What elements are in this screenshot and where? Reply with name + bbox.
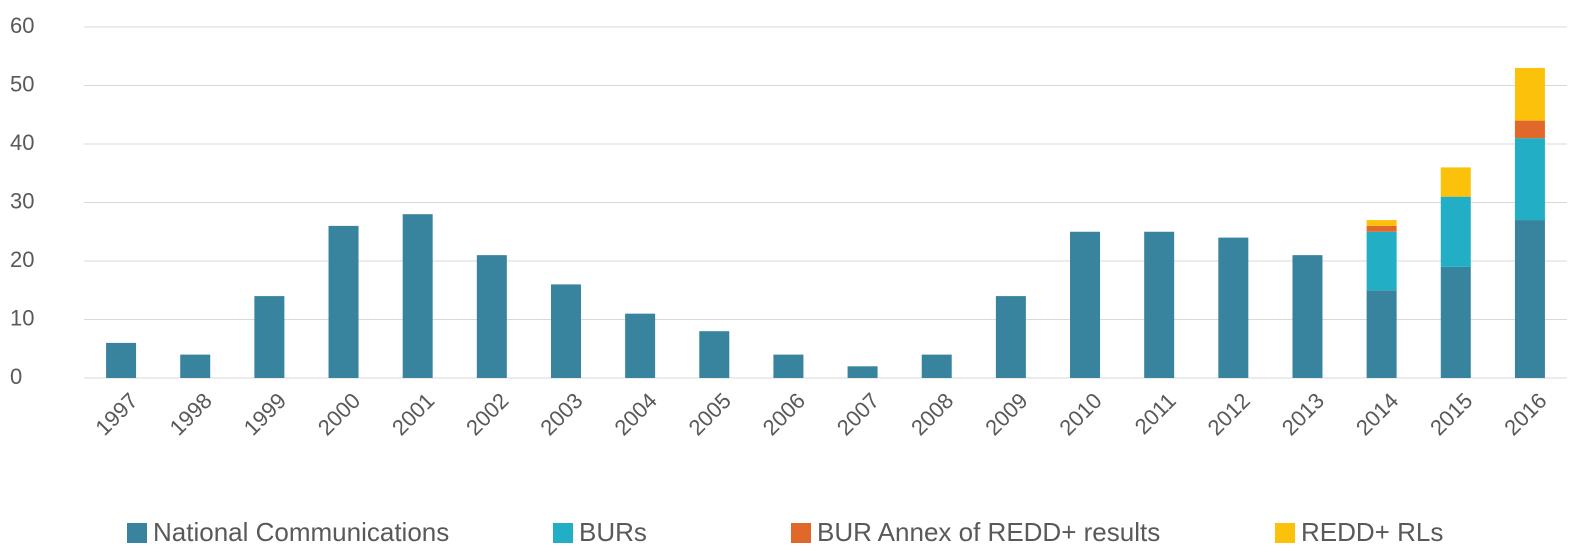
x-tick-label: 2016 xyxy=(1499,388,1551,440)
legend-swatch xyxy=(553,523,573,543)
bar-segment xyxy=(995,296,1026,378)
bar-segment xyxy=(550,284,581,378)
bar-segment xyxy=(773,354,804,378)
bar-segment xyxy=(1514,138,1545,221)
bar-segment xyxy=(1440,266,1471,378)
legend-label: National Communications xyxy=(153,517,449,547)
y-tick-label: 0 xyxy=(10,364,22,389)
bar-segment xyxy=(699,331,730,378)
x-tick-label: 2009 xyxy=(980,388,1032,440)
bar-segment xyxy=(1514,120,1545,139)
bar-segment xyxy=(328,225,359,378)
bar-segment xyxy=(1514,67,1545,121)
bar-segment xyxy=(1070,231,1101,378)
x-tick-label: 1998 xyxy=(165,388,217,440)
bar-segment xyxy=(180,354,211,378)
bar-segment xyxy=(847,366,878,378)
bar-segment xyxy=(402,214,433,378)
legend-label: BURs xyxy=(579,517,647,547)
x-tick-label: 2006 xyxy=(758,388,810,440)
legend-label: REDD+ RLs xyxy=(1301,517,1443,547)
bar-segment xyxy=(1292,255,1323,378)
x-tick-label: 2010 xyxy=(1054,388,1106,440)
x-tick-label: 2002 xyxy=(461,388,513,440)
bar-segment xyxy=(1440,167,1471,197)
bar-segment xyxy=(254,296,285,378)
x-tick-label: 2001 xyxy=(387,388,439,440)
x-tick-label: 2003 xyxy=(535,388,587,440)
y-tick-label: 40 xyxy=(10,130,34,155)
bar-segment xyxy=(1218,237,1249,378)
bar-segment xyxy=(1366,231,1397,291)
y-tick-label: 30 xyxy=(10,188,34,213)
x-tick-label: 2012 xyxy=(1203,388,1255,440)
legend-swatch xyxy=(1275,523,1295,543)
x-tick-label: 2005 xyxy=(684,388,736,440)
x-tick-label: 2011 xyxy=(1130,388,1181,439)
bar-segment xyxy=(476,255,507,378)
bar-segment xyxy=(625,313,656,378)
x-tick-label: 1997 xyxy=(90,388,142,440)
x-tick-label: 2004 xyxy=(609,388,661,440)
x-tick-label: 2007 xyxy=(832,388,884,440)
y-tick-label: 20 xyxy=(10,247,34,272)
x-tick-label: 2014 xyxy=(1351,388,1403,440)
legend-swatch xyxy=(127,523,147,543)
bar-segment xyxy=(1144,231,1175,378)
legend-label: BUR Annex of REDD+ results xyxy=(817,517,1160,547)
bar-segment xyxy=(1366,225,1397,232)
x-tick-label: 2015 xyxy=(1425,388,1477,440)
bar-segment xyxy=(1440,196,1471,267)
y-tick-label: 60 xyxy=(10,13,34,38)
x-tick-label: 2008 xyxy=(906,388,958,440)
y-tick-label: 10 xyxy=(10,305,34,330)
bar-segment xyxy=(1514,220,1545,378)
x-tick-label: 2013 xyxy=(1277,388,1329,440)
bar-segment xyxy=(1366,290,1397,378)
bar-segment xyxy=(921,354,952,378)
x-tick-label: 2000 xyxy=(313,388,365,440)
x-tick-label: 1999 xyxy=(239,388,291,440)
y-tick-label: 50 xyxy=(10,71,34,96)
bar-segment xyxy=(106,342,137,378)
bar-segment xyxy=(1366,220,1397,226)
legend-swatch xyxy=(791,523,811,543)
